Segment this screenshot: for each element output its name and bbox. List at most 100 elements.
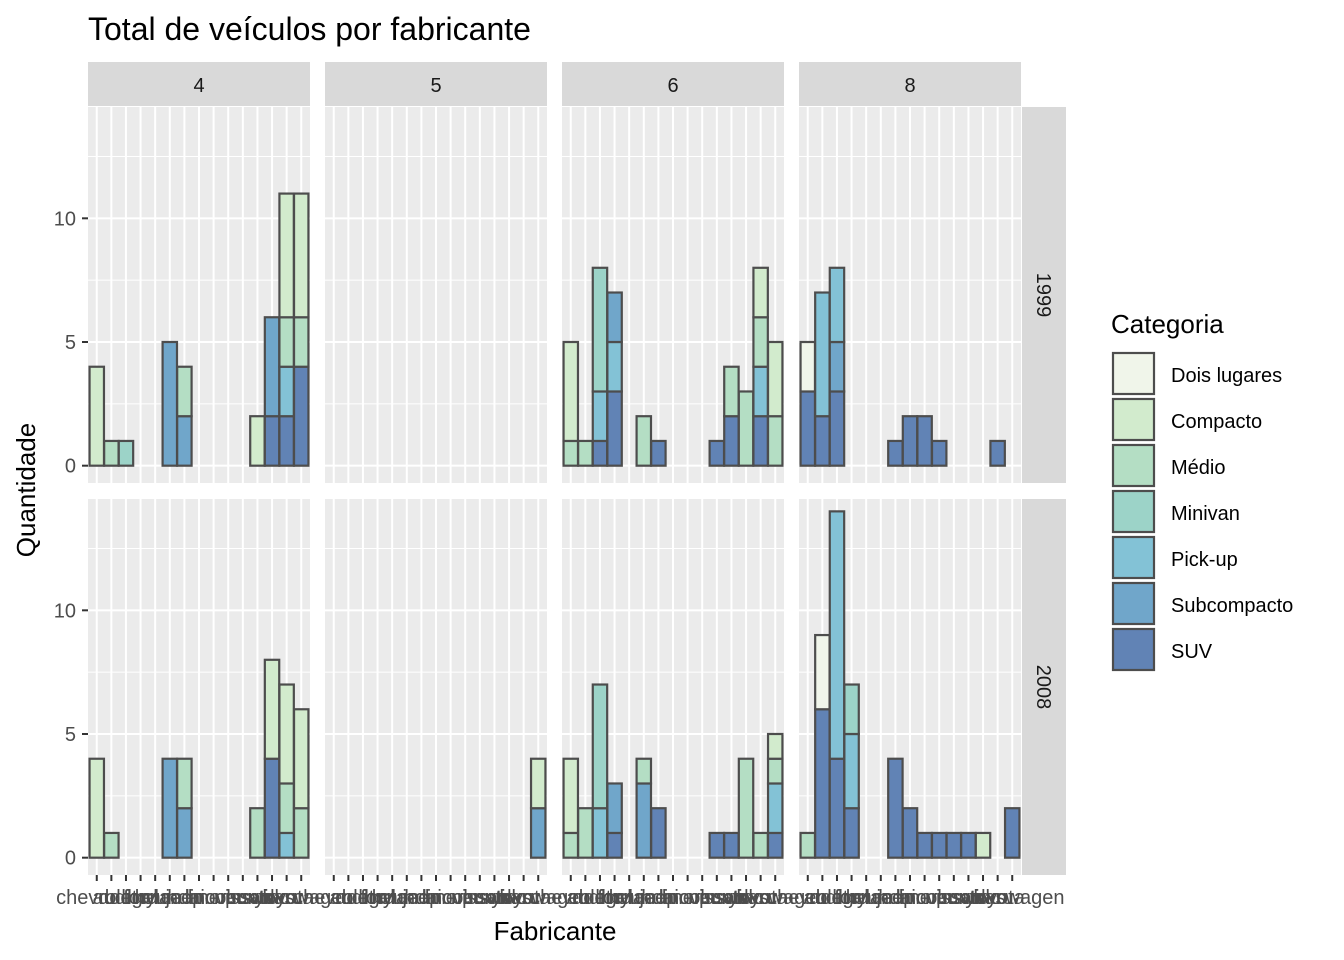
bar-segment (292, 365, 310, 467)
x-tick-label: chevrolet (293, 887, 375, 909)
x-tick-label: pontiac (699, 887, 764, 909)
bar-segment (708, 831, 726, 859)
x-tick-label: honda (601, 887, 657, 909)
x-tick-label: volkswagen (486, 887, 591, 909)
x-tick-label: hyundai (135, 887, 205, 909)
bar-segment (828, 757, 846, 859)
bar-segment (562, 757, 580, 835)
bar-segment (278, 415, 295, 467)
x-tick-label: volkswagen (723, 887, 828, 909)
facet-strip-row-1999 (1022, 107, 1066, 483)
bar-segment (650, 439, 667, 467)
x-tick-label: lincoln (896, 887, 953, 909)
bar-segment (292, 316, 310, 368)
legend-item: Dois lugares (1111, 351, 1282, 396)
x-axis-title: Fabricante (494, 916, 617, 946)
x-tick-label: jeep (638, 887, 677, 909)
bar-segment (916, 415, 933, 467)
bar-segment (814, 708, 831, 859)
bar-segment (635, 782, 653, 859)
bar-segment (930, 439, 948, 467)
bar-segment (263, 757, 281, 859)
bar-segment (88, 365, 106, 467)
bar-segment (737, 757, 755, 859)
bar-segment (930, 831, 948, 859)
x-tick-label: land rover (392, 887, 481, 909)
x-tick-label: jeep (164, 887, 203, 909)
bar-segment (828, 340, 846, 393)
x-tick-label: subaru (478, 887, 539, 909)
legend-label: Minivan (1171, 503, 1240, 525)
legend-key (1111, 351, 1156, 396)
bar-segment (766, 340, 784, 418)
facet-strip-col-label: 5 (430, 75, 441, 97)
x-tick-label: subaru (952, 887, 1013, 909)
x-tick-label: mercury (903, 887, 975, 909)
bar-segment (752, 316, 769, 368)
bar-segment (887, 439, 904, 467)
x-tick-label: ford (834, 887, 868, 909)
bar-segment (650, 807, 667, 859)
y-tick-label: 5 (65, 332, 76, 354)
bar-segment (591, 266, 609, 393)
bar-segment (843, 732, 860, 810)
bar-segment (828, 390, 846, 467)
bar-segment (843, 807, 860, 859)
x-tick-label: land rover (629, 887, 718, 909)
facet-panels: 4 5 6 81999200805100510chevroletaudidodgefo… (54, 62, 1066, 909)
bar-segment (945, 831, 963, 859)
bar-segment (814, 633, 831, 711)
x-tick-label: lincoln (422, 887, 479, 909)
x-tick-label: pontiac (225, 887, 290, 909)
bar-segment (635, 757, 653, 785)
bar-segment (723, 365, 740, 418)
legend-item: Minivan (1111, 489, 1240, 534)
bar-segment (752, 365, 769, 418)
x-tick-label: hyundai (846, 887, 916, 909)
bar-segment (916, 831, 933, 859)
facet-strip-row-2008 (1022, 499, 1066, 875)
bar-segment (103, 831, 120, 859)
bar-segment (606, 340, 623, 393)
bar-segment (263, 415, 281, 467)
bar-segment (562, 439, 580, 467)
x-tick-label: land rover (155, 887, 244, 909)
bar-segment (292, 192, 310, 319)
x-tick-label: nissan (451, 887, 509, 909)
legend-label: Pick-up (1171, 549, 1238, 571)
x-tick-label: audi (803, 887, 841, 909)
bar-segment (591, 439, 609, 467)
panel-2008-4: 0 5 10 chevroletaudidodgefordhondahyundaije… (54, 499, 353, 909)
bar-segment (901, 415, 919, 467)
bar-segment (263, 658, 281, 760)
legend-key (1111, 489, 1156, 534)
y-tick-label: 0 (65, 848, 76, 870)
bar-segment (278, 683, 295, 785)
bar-segment (562, 831, 580, 859)
panel-2008-6: chevroletaudidodgefordhondahyundaijeepla… (530, 499, 827, 909)
x-tick-label: ford (123, 887, 157, 909)
x-tick-label: toyota (496, 887, 551, 909)
x-tick-label: pontiac (462, 887, 527, 909)
bar-segment (176, 807, 193, 859)
legend-label: Compacto (1171, 411, 1262, 433)
chart-title: Total de veículos por fabricante (88, 11, 531, 47)
x-tick-label: ford (597, 887, 631, 909)
x-tick-label: toyota (970, 887, 1025, 909)
bar-segment (161, 757, 179, 859)
x-tick-label: toyota (259, 887, 314, 909)
facet-strip-row-label: 1999 (1032, 273, 1054, 318)
bar-segment (606, 831, 623, 859)
x-tick-label: chevrolet (56, 887, 138, 909)
bar-segment (278, 192, 295, 319)
bar-segment (799, 390, 817, 467)
x-tick-label: dodge (572, 887, 628, 909)
x-tick-label: audi (566, 887, 604, 909)
legend-title: Categoria (1111, 309, 1224, 339)
bar-segment (723, 831, 740, 859)
bar-segment (814, 291, 831, 418)
bar-segment (577, 439, 594, 467)
legend-item: Médio (1111, 443, 1225, 488)
bar-segment (103, 439, 120, 467)
